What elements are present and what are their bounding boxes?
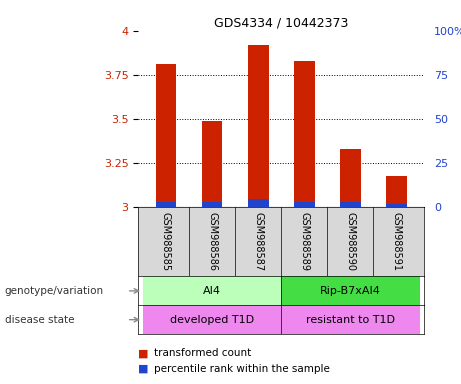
Text: GSM988590: GSM988590 <box>345 212 355 271</box>
Text: GSM988585: GSM988585 <box>161 212 171 271</box>
Text: Rip-B7xAI4: Rip-B7xAI4 <box>320 286 381 296</box>
Bar <box>386 204 407 207</box>
Bar <box>340 202 361 207</box>
Bar <box>294 61 315 207</box>
Text: transformed count: transformed count <box>154 348 252 358</box>
Bar <box>340 149 361 207</box>
Text: AI4: AI4 <box>203 286 221 296</box>
Text: disease state: disease state <box>5 314 74 325</box>
Bar <box>281 276 420 305</box>
Bar <box>156 64 176 207</box>
Bar <box>248 199 269 207</box>
Text: genotype/variation: genotype/variation <box>5 286 104 296</box>
Bar <box>143 305 281 334</box>
Text: ■: ■ <box>138 364 149 374</box>
Bar <box>294 202 315 207</box>
Bar <box>156 202 176 207</box>
Text: percentile rank within the sample: percentile rank within the sample <box>154 364 331 374</box>
Bar <box>386 175 407 207</box>
Text: GSM988587: GSM988587 <box>253 212 263 271</box>
Bar <box>248 45 269 207</box>
Bar <box>281 305 420 334</box>
Text: GSM988591: GSM988591 <box>391 212 402 271</box>
Text: developed T1D: developed T1D <box>170 314 254 325</box>
Bar <box>202 202 223 207</box>
Text: resistant to T1D: resistant to T1D <box>306 314 395 325</box>
Title: GDS4334 / 10442373: GDS4334 / 10442373 <box>214 17 349 30</box>
Bar <box>143 276 281 305</box>
Text: GSM988586: GSM988586 <box>207 212 217 271</box>
Text: GSM988589: GSM988589 <box>299 212 309 271</box>
Text: ■: ■ <box>138 348 149 358</box>
Bar <box>202 121 223 207</box>
